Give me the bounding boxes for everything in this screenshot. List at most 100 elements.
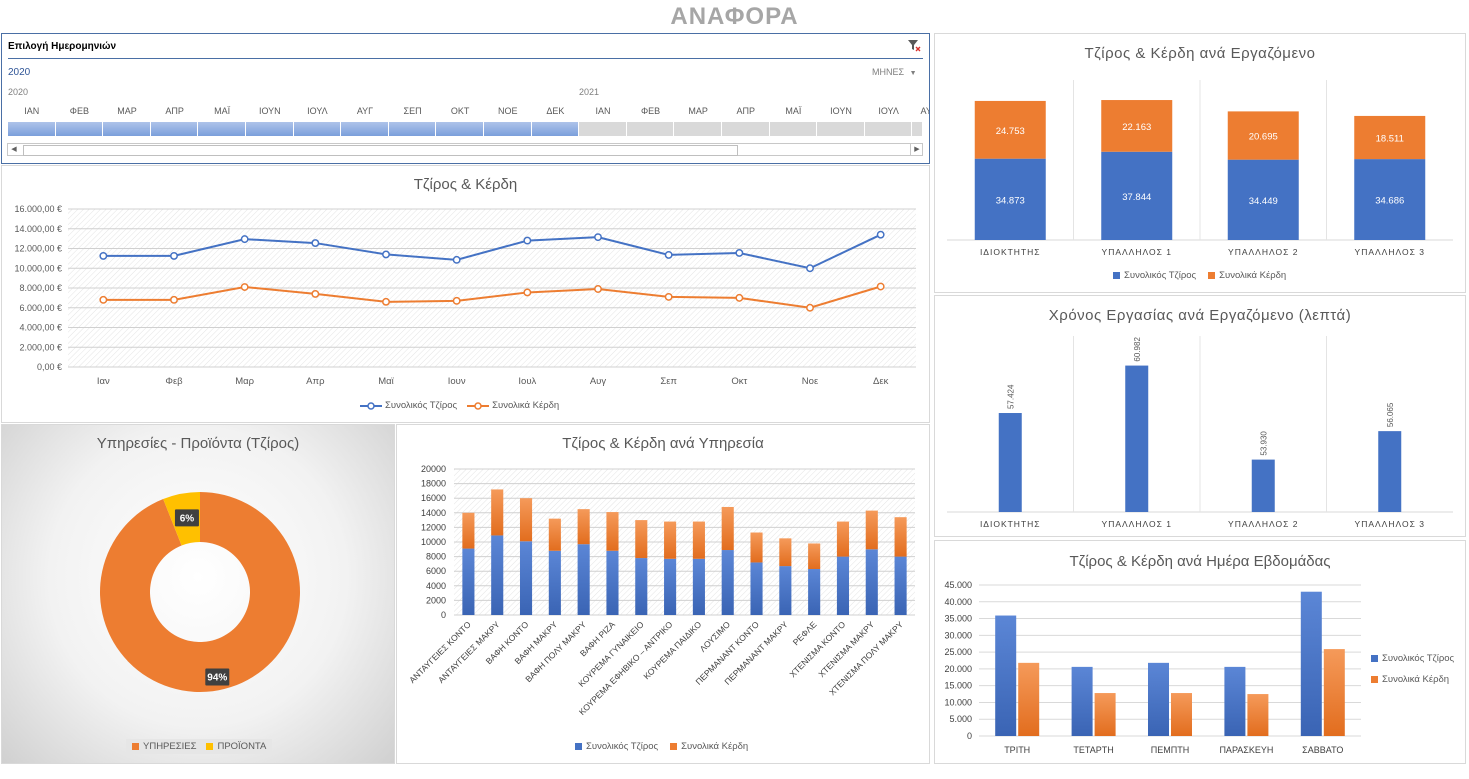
y-tick-label: 0 bbox=[441, 610, 446, 620]
timeline-cell-selected[interactable] bbox=[198, 122, 246, 136]
bar-turnover bbox=[721, 550, 734, 615]
y-tick-label: 5.000 bbox=[949, 714, 972, 724]
timeline-month-label[interactable]: ΜΑΡ bbox=[688, 106, 708, 116]
timeline-cell[interactable] bbox=[769, 122, 818, 136]
bar-worktime bbox=[1125, 365, 1149, 512]
legend-profit: Συνολικά Κέρδη bbox=[1382, 674, 1450, 685]
x-tick-label: Ιαν bbox=[97, 376, 110, 387]
bar-profit bbox=[750, 532, 763, 563]
year-label-2020: 2020 bbox=[8, 87, 29, 97]
legend-line-orange-icon bbox=[467, 401, 490, 410]
timeline-month-label[interactable]: ΦΕΒ bbox=[69, 106, 89, 116]
timeline-month-label[interactable]: ΔΕΚ bbox=[546, 106, 565, 116]
data-point bbox=[806, 303, 814, 312]
data-point bbox=[170, 295, 178, 304]
timeline-month-label[interactable]: ΣΕΠ bbox=[403, 106, 422, 116]
x-tick-label: Νοε bbox=[802, 376, 819, 387]
scroll-left-icon[interactable]: ◀ bbox=[11, 146, 17, 153]
bar-turnover bbox=[664, 558, 677, 615]
data-point bbox=[664, 250, 673, 259]
scroll-right-icon[interactable]: ▶ bbox=[910, 144, 923, 155]
data-point bbox=[523, 288, 532, 297]
bar-turnover bbox=[865, 549, 878, 615]
bar-turnover bbox=[577, 544, 590, 615]
timeline-month-label[interactable]: ΦΕΒ bbox=[641, 106, 661, 116]
timeline-slicer[interactable]: Επιλογή Ημερομηνιών 2020 ΜΗΝΕΣ ▼ 2020 20… bbox=[1, 33, 930, 164]
y-tick-label: 10.000,00 € bbox=[14, 263, 62, 273]
timeline-month-label[interactable]: ΝΟΕ bbox=[498, 106, 518, 116]
legend-turnover: Συνολικός Τζίρος bbox=[586, 741, 659, 752]
timeline-cell-selected[interactable] bbox=[293, 122, 342, 136]
employees-chart: 34.873 24.753 ΙΔΙΟΚΤΗΤΗΣ 37.844 22.163 ΥΠΑΛΛΗ… bbox=[947, 80, 1453, 257]
timeline-month-label[interactable]: ΜΑΪ bbox=[785, 106, 802, 116]
timeline-header: Επιλογή Ημερομηνιών bbox=[8, 41, 117, 52]
timeline-month-label[interactable]: ΙΑΝ bbox=[595, 106, 611, 116]
timeline-scrollbar[interactable]: ◀ ▶ bbox=[7, 143, 923, 156]
data-label: 60.982 bbox=[1133, 337, 1142, 362]
x-tick-label: ΡΕΦΛΕ bbox=[791, 619, 819, 647]
timeline-cell-selected[interactable] bbox=[150, 122, 199, 136]
scroll-thumb[interactable] bbox=[23, 145, 738, 156]
x-tick-label: ΙΔΙΟΚΤΗΤΗΣ bbox=[980, 519, 1041, 529]
legend-profit: Συνολικά Κέρδη bbox=[492, 400, 560, 411]
timeline-month-label[interactable]: ΙΟΥΛ bbox=[307, 106, 328, 116]
timeline-month-label[interactable]: ΑΥΓ bbox=[356, 106, 374, 116]
timeline-cell[interactable] bbox=[817, 122, 865, 136]
timeline-cell-selected[interactable] bbox=[55, 122, 104, 136]
timeline-cell[interactable] bbox=[626, 122, 675, 136]
bar-profit bbox=[1094, 693, 1116, 736]
bar-profit bbox=[606, 512, 619, 551]
y-tick-label: 4.000,00 € bbox=[19, 323, 62, 333]
timeline-cell[interactable] bbox=[912, 122, 923, 136]
legend-services: ΥΠΗΡΕΣΙΕΣ bbox=[143, 741, 197, 752]
timeline-cell[interactable] bbox=[674, 122, 722, 136]
timeline-month-label[interactable]: ΑΠΡ bbox=[736, 106, 756, 116]
bar-profit bbox=[1247, 694, 1269, 736]
y-tick-label: 25.000 bbox=[944, 647, 972, 657]
timeline-month-label[interactable]: ΜΑΡ bbox=[117, 106, 137, 116]
worktime-chart-title: Χρόνος Εργασίας ανά Εργαζόμενο (λεπτά) bbox=[1048, 307, 1352, 324]
bar-turnover bbox=[635, 558, 648, 615]
y-tick-label: 12000 bbox=[421, 522, 446, 532]
timeline-month-label[interactable]: ΑΠΡ bbox=[165, 106, 184, 116]
period-selector[interactable]: ΜΗΝΕΣ ▼ bbox=[872, 67, 917, 77]
legend-profit-swatch bbox=[670, 743, 678, 750]
timeline-cell[interactable] bbox=[722, 122, 770, 136]
slice-label-box bbox=[205, 668, 230, 686]
timeline-cell[interactable] bbox=[579, 122, 627, 136]
x-tick-label: ΤΡΙΤΗ bbox=[1004, 745, 1030, 755]
x-tick-label: ΙΔΙΟΚΤΗΤΗΣ bbox=[980, 247, 1041, 257]
timeline-month-label[interactable]: ΜΑΪ bbox=[214, 106, 231, 116]
bar-profit bbox=[974, 100, 1046, 159]
timeline-cell-selected[interactable] bbox=[388, 122, 437, 136]
y-tick-label: 10000 bbox=[421, 537, 446, 547]
y-tick-label: 15.000 bbox=[944, 681, 972, 691]
timeline-month-label[interactable]: ΙΟΥΛ bbox=[878, 106, 899, 116]
data-point bbox=[99, 251, 108, 260]
filter-clear-icon[interactable] bbox=[907, 39, 921, 53]
chevron-down-icon: ▼ bbox=[909, 70, 917, 77]
weekday-chart: 0 5.000 10.000 15.000 20.000 25.000 30.000 35.0… bbox=[944, 580, 1361, 755]
data-point bbox=[99, 295, 108, 304]
data-point bbox=[240, 283, 249, 291]
x-tick-label: Αυγ bbox=[590, 376, 607, 387]
timeline-cell-selected[interactable] bbox=[484, 122, 532, 136]
series-line bbox=[103, 285, 881, 309]
bar-profit bbox=[1323, 649, 1345, 736]
timeline-month-label[interactable]: ΙΑΝ bbox=[24, 106, 40, 116]
bar-worktime bbox=[998, 413, 1022, 512]
bar-turnover bbox=[491, 535, 504, 615]
timeline-cell-selected[interactable] bbox=[436, 122, 484, 136]
timeline-month-label[interactable]: ΙΟΥΝ bbox=[830, 106, 852, 116]
timeline-month-label[interactable]: ΑΥ bbox=[920, 106, 929, 116]
timeline-cell[interactable] bbox=[864, 122, 913, 136]
timeline-cell-selected[interactable] bbox=[8, 122, 56, 136]
timeline-month-label[interactable]: ΙΟΥΝ bbox=[258, 106, 281, 116]
timeline-cell-selected[interactable] bbox=[246, 122, 294, 136]
timeline-cell-selected[interactable] bbox=[531, 122, 580, 136]
timeline-cell-selected[interactable] bbox=[341, 122, 389, 136]
data-point bbox=[523, 236, 532, 245]
data-point bbox=[382, 297, 390, 306]
timeline-month-label[interactable]: ΟΚΤ bbox=[450, 106, 470, 116]
timeline-cell-selected[interactable] bbox=[103, 122, 151, 136]
